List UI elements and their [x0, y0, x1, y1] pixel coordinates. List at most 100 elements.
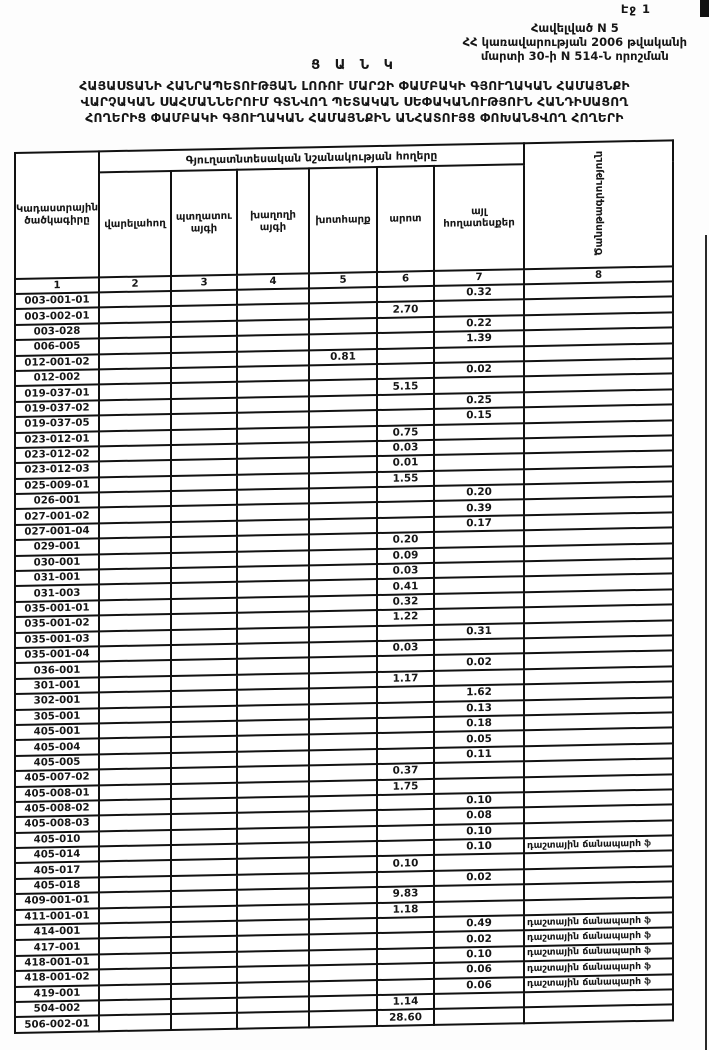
area-value-cell [434, 668, 525, 687]
area-value-cell [171, 566, 237, 584]
area-value-cell [237, 396, 309, 413]
header-vineyard: խաղողի այգի [237, 168, 309, 275]
area-value-cell: 1.55 [377, 470, 434, 488]
area-value-cell [99, 752, 171, 770]
column-number: 2 [99, 275, 171, 293]
area-value-cell: 0.08 [434, 807, 525, 825]
area-value-cell [99, 875, 171, 893]
cadastral-code-cell: 023-012-02 [15, 446, 99, 464]
cadastral-code-cell: 419-001 [15, 984, 99, 1002]
area-value-cell [99, 783, 171, 801]
area-value-cell [309, 810, 377, 828]
area-value-cell: 1.75 [377, 778, 434, 795]
area-value-cell [99, 460, 171, 478]
area-value-cell [99, 798, 171, 816]
area-value-cell [309, 548, 377, 566]
area-value-cell [171, 751, 237, 769]
area-value-cell [377, 393, 434, 411]
area-value-cell [434, 899, 525, 917]
area-value-cell [309, 379, 377, 397]
area-value-cell [309, 1010, 377, 1028]
cadastral-code-cell: 405-017 [15, 861, 99, 879]
area-value-cell [237, 750, 309, 767]
area-value-cell [171, 397, 237, 415]
scan-edge-line [705, 235, 707, 1050]
area-value-cell [237, 719, 309, 737]
area-value-cell [171, 428, 237, 445]
cadastral-code-cell: 411-001-01 [15, 907, 99, 925]
area-value-cell [171, 1013, 237, 1030]
area-value-cell [434, 1007, 525, 1025]
area-value-cell: 0.05 [434, 730, 525, 748]
area-value-cell [171, 659, 237, 676]
area-value-cell [99, 691, 171, 708]
cadastral-code-cell: 405-018 [15, 877, 99, 895]
area-value-cell [171, 766, 237, 784]
header-hayfield: խոտհարք [309, 167, 377, 274]
area-value-cell [377, 624, 434, 642]
area-value-cell [99, 721, 171, 739]
area-value-cell: 0.02 [434, 653, 525, 671]
area-value-cell [99, 644, 171, 662]
area-value-cell [99, 398, 171, 416]
area-value-cell [434, 468, 525, 487]
area-value-cell [434, 422, 525, 440]
area-value-cell [309, 671, 377, 689]
area-value-cell: 0.10 [434, 838, 525, 856]
area-value-cell [434, 853, 525, 871]
stray-pen-mark: ֆ [644, 946, 652, 957]
area-value-cell: 0.02 [434, 930, 525, 948]
area-value-cell [309, 764, 377, 781]
subtitle-line-3: ՀՈՂԵՐԻՑ ՓԱՄԲԱԿԻ ԳՅՈՒՂԱԿԱՆ ՀԱՄԱՅՆՔԻՆ ԱՆՀԱ… [85, 111, 624, 125]
area-value-cell: 0.15 [434, 407, 525, 425]
table-wrapper: Կադաստրային ծածկագիրը Գյուղատնտեսական նշ… [14, 139, 675, 1034]
area-value-cell [171, 705, 237, 722]
area-value-cell [237, 888, 309, 906]
area-value-cell [171, 305, 237, 322]
cadastral-code-cell: 405-005 [15, 754, 99, 772]
cadastral-code-cell: 023-012-01 [15, 430, 99, 448]
area-value-cell [171, 335, 237, 353]
area-value-cell [237, 626, 309, 644]
area-value-cell [434, 545, 525, 563]
area-value-cell: 0.75 [377, 424, 434, 441]
area-value-cell [171, 382, 237, 399]
area-value-cell [99, 906, 171, 924]
area-value-cell [309, 948, 377, 966]
area-value-cell: 0.10 [434, 792, 525, 810]
area-value-cell [309, 302, 377, 320]
area-value-cell [99, 968, 171, 985]
area-value-cell [377, 655, 434, 672]
area-value-cell: 0.49 [434, 915, 525, 933]
area-value-cell [237, 703, 309, 721]
area-value-cell: 0.11 [434, 745, 525, 764]
area-value-cell [309, 333, 377, 350]
area-value-cell: 0.06 [434, 961, 525, 979]
area-value-cell [171, 889, 237, 907]
area-value-cell [237, 673, 309, 690]
cadastral-code-cell: 036-001 [15, 661, 99, 679]
area-value-cell [237, 734, 309, 752]
cadastral-code-cell: 035-001-04 [15, 646, 99, 664]
area-value-cell: 28.60 [377, 1009, 434, 1026]
area-value-cell [99, 660, 171, 678]
area-value-cell [309, 594, 377, 612]
area-value-cell: 0.37 [377, 763, 434, 780]
area-value-cell: 1.14 [377, 993, 434, 1011]
area-value-cell [237, 1011, 309, 1029]
area-value-cell [99, 829, 171, 847]
area-value-cell [99, 706, 171, 724]
area-value-cell [377, 362, 434, 380]
area-value-cell: 9.83 [377, 886, 434, 903]
area-value-cell: 5.15 [377, 378, 434, 395]
area-value-cell: 1.17 [377, 670, 434, 688]
area-value-cell [309, 533, 377, 550]
area-value-cell [237, 596, 309, 613]
area-value-cell [309, 656, 377, 674]
cadastral-code-cell: 405-008-02 [15, 800, 99, 818]
cadastral-code-cell: 305-001 [15, 707, 99, 725]
area-value-cell [237, 319, 309, 336]
area-value-cell [99, 598, 171, 616]
area-value-cell [99, 290, 171, 308]
area-value-cell [434, 376, 525, 394]
